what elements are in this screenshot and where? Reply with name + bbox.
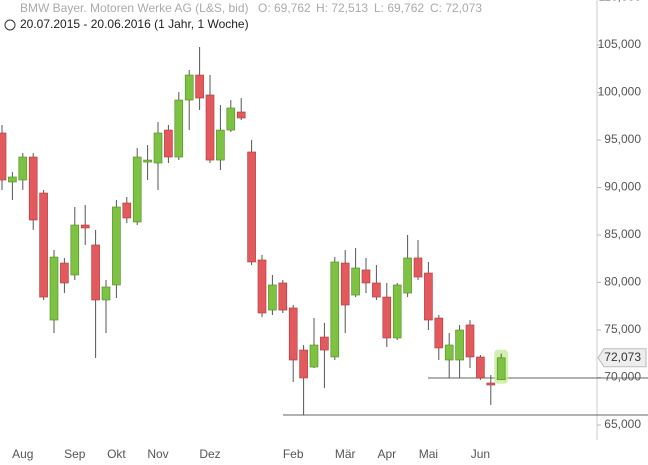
candle-body: [122, 202, 132, 219]
x-tick-label: Apr: [377, 447, 396, 461]
candle-body: [226, 107, 236, 131]
y-tick-label: 80,000: [604, 275, 641, 289]
y-tick-label: 110,000: [599, 0, 642, 4]
x-tick-label: Sep: [64, 447, 86, 461]
clock-icon: [4, 19, 16, 31]
candle-body: [268, 284, 277, 311]
candle-body: [70, 224, 80, 276]
candle-body: [424, 272, 433, 321]
candle-body: [60, 262, 69, 284]
x-tick-label: Mai: [419, 447, 438, 461]
y-tick-label: 105,000: [598, 37, 642, 51]
candle-body: [403, 257, 412, 294]
ohlc-low: L: 69,762: [374, 1, 424, 15]
candle-body: [257, 259, 267, 314]
candle-body: [476, 356, 485, 379]
ohlc-close: C: 72,073: [430, 1, 482, 15]
candle-body: [195, 74, 204, 99]
last-price-label: 72,073: [604, 350, 641, 364]
candle-body: [132, 156, 142, 223]
y-tick-label: 85,000: [604, 227, 641, 241]
candle-body: [153, 132, 163, 164]
y-tick-label: 100,000: [598, 85, 642, 99]
candle-body: [361, 269, 371, 284]
candle-body: [143, 159, 152, 163]
candle-body: [0, 132, 7, 181]
candle-body: [299, 349, 308, 379]
candle-body: [413, 257, 423, 278]
candle-body: [392, 284, 402, 339]
candle-body: [174, 99, 184, 158]
x-tick-label: Dez: [199, 447, 220, 461]
candle-body: [486, 382, 496, 386]
x-tick-label: Okt: [107, 447, 126, 461]
x-tick-label: Jun: [471, 447, 490, 461]
candle-body: [236, 111, 246, 119]
y-tick-label: 65,000: [604, 417, 641, 431]
candle-body: [278, 282, 288, 311]
candle-body: [28, 156, 38, 221]
candle-body: [91, 244, 100, 301]
candle-body: [455, 329, 464, 361]
x-tick-label: Aug: [12, 447, 33, 461]
candle-body: [320, 336, 329, 351]
candle-body: [496, 357, 506, 381]
candle-body: [205, 94, 215, 161]
x-tick-label: Nov: [147, 447, 168, 461]
chart-subtitle: 20.07.2015 - 20.06.2016 (1 Jahr, 1 Woche…: [20, 17, 249, 31]
candle-body: [330, 261, 340, 358]
candle-body: [49, 256, 59, 321]
candle-body: [340, 262, 350, 306]
candle-body: [216, 129, 225, 161]
candle-body: [382, 296, 392, 339]
candle-body: [288, 307, 298, 361]
candle-body: [80, 224, 90, 229]
y-tick-label: 75,000: [604, 322, 641, 336]
candle-body: [184, 74, 194, 101]
chart-title: BMW Bayer. Motoren Werke AG (L&S, bid): [20, 1, 249, 15]
candle-body: [39, 192, 48, 298]
candle-body: [112, 206, 121, 286]
candle-body: [164, 129, 173, 158]
candle-body: [465, 324, 475, 358]
candle-body: [247, 151, 256, 263]
candle-body: [434, 317, 444, 349]
x-tick-label: Feb: [283, 447, 304, 461]
ohlc-open: O: 69,762: [258, 1, 311, 15]
candle-body: [8, 176, 17, 183]
y-tick-label: 90,000: [604, 180, 641, 194]
y-tick-label: 95,000: [604, 132, 641, 146]
last-price-box: [597, 348, 647, 368]
x-tick-label: Mär: [335, 447, 356, 461]
y-tick-label: 70,000: [604, 370, 641, 384]
candle-body: [444, 344, 454, 361]
candle-body: [101, 286, 111, 301]
candle-body: [18, 156, 28, 181]
ohlc-high: H: 72,513: [316, 1, 368, 15]
candle-body: [351, 267, 360, 296]
candle-body: [372, 282, 381, 298]
candle-body: [309, 344, 319, 368]
